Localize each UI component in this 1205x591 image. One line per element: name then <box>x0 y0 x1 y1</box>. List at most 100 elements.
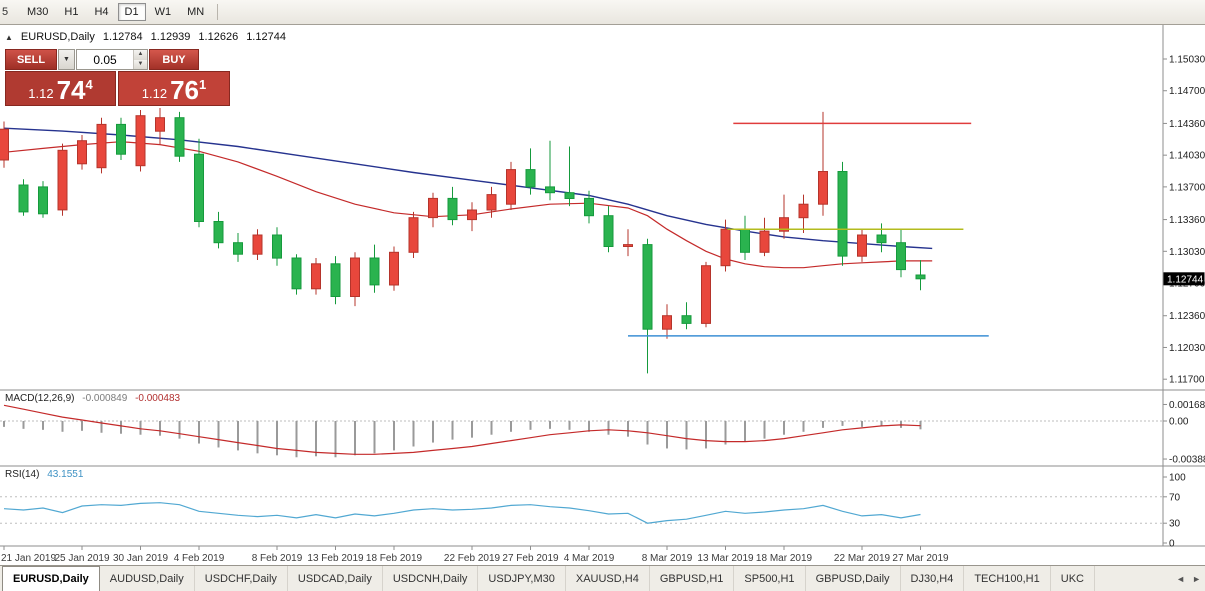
svg-text:13 Mar 2019: 13 Mar 2019 <box>697 553 754 564</box>
candle <box>545 186 555 194</box>
candle <box>408 217 419 253</box>
timeframe-button-M30[interactable]: M30 <box>20 3 55 21</box>
timeframe-button-clipped[interactable]: 5 <box>2 6 9 18</box>
svg-text:1.12744: 1.12744 <box>1167 274 1204 285</box>
candle <box>194 153 204 222</box>
timeframe-button-D1[interactable]: D1 <box>117 3 146 21</box>
tab-usdjpy-m30[interactable]: USDJPY,M30 <box>478 566 566 591</box>
tab-scroll-left-icon[interactable]: ◄ <box>1176 573 1186 584</box>
symbol-timeframe-label: EURUSD,Daily <box>20 31 95 43</box>
candle <box>525 169 536 188</box>
axis-background <box>1163 25 1205 546</box>
macd-axis[interactable]: 0.001686 0.00 -0.00388 <box>1163 400 1205 466</box>
tab-gbpusd-h1[interactable]: GBPUSD,H1 <box>650 566 735 591</box>
tab-usdcad-daily[interactable]: USDCAD,Daily <box>288 566 383 591</box>
svg-text:25 Jan 2019: 25 Jan 2019 <box>54 553 109 564</box>
buy-price-big-digits: 76 <box>170 75 199 105</box>
volume-input[interactable] <box>77 50 133 69</box>
candle <box>38 186 48 215</box>
svg-text:70: 70 <box>1169 492 1181 503</box>
candle <box>428 197 438 219</box>
chart-tabs: EURUSD,Daily AUDUSD,Daily USDCHF,Daily USDC… <box>0 566 1205 591</box>
candle <box>252 234 263 255</box>
candle <box>564 192 575 199</box>
volume-input-group: ▲ ▼ <box>76 49 148 70</box>
toolbar-divider <box>217 4 219 20</box>
timeframe-button-W1[interactable]: W1 <box>148 3 179 21</box>
macd-label-text: MACD(12,26,9) <box>5 393 75 404</box>
candle <box>857 234 867 257</box>
candle <box>447 197 458 221</box>
ohlc-open: 1.12784 <box>102 31 143 43</box>
tab-scroll-right-icon[interactable]: ► <box>1192 573 1201 584</box>
price-axis[interactable]: 1.15030 1.14700 1.14360 1.14030 1.13700 1.133… <box>1163 55 1205 386</box>
ma-slow-line <box>3 127 933 250</box>
candle <box>272 234 282 259</box>
candle <box>77 140 87 165</box>
rsi-value: 43.1551 <box>47 469 84 480</box>
candle <box>311 263 321 290</box>
volume-increase-button[interactable]: ▲ <box>134 50 147 60</box>
sell-price-display[interactable]: 1.12 74 4 <box>5 71 116 106</box>
rsi-line <box>3 502 921 524</box>
svg-text:100: 100 <box>1169 473 1186 484</box>
ohlc-readout: 1.12784 1.12939 1.12626 1.12744 <box>103 31 286 43</box>
svg-text:30 Jan 2019: 30 Jan 2019 <box>113 553 168 564</box>
order-options-dropdown[interactable]: ▼ <box>58 49 75 70</box>
tab-usdcnh-daily[interactable]: USDCNH,Daily <box>383 566 479 591</box>
chart-window: 1.15030 1.14700 1.14360 1.14030 1.13700 1.133… <box>0 25 1205 566</box>
ohlc-close: 1.12744 <box>246 31 286 43</box>
candle <box>740 228 750 253</box>
buy-button[interactable]: BUY <box>149 49 199 70</box>
tab-ukc[interactable]: UKC <box>1051 566 1095 591</box>
timeframe-button-MN[interactable]: MN <box>180 3 211 21</box>
candle <box>291 257 302 290</box>
candle <box>467 209 477 221</box>
timeframe-button-H1[interactable]: H1 <box>57 3 85 21</box>
svg-text:-0.00388: -0.00388 <box>1169 455 1205 466</box>
tab-usdchf-daily[interactable]: USDCHF,Daily <box>195 566 288 591</box>
candle <box>876 234 887 244</box>
timeframe-button-H4[interactable]: H4 <box>87 3 115 21</box>
tab-gbpusd-daily[interactable]: GBPUSD,Daily <box>806 566 901 591</box>
svg-text:13 Feb 2019: 13 Feb 2019 <box>307 553 364 564</box>
svg-text:1.13030: 1.13030 <box>1169 247 1205 258</box>
buy-price-display[interactable]: 1.12 76 1 <box>118 71 230 106</box>
macd-histogram <box>3 421 922 458</box>
ohlc-high: 1.12939 <box>150 31 191 43</box>
candle <box>369 257 380 286</box>
volume-decrease-button[interactable]: ▼ <box>134 59 147 69</box>
tab-eurusd-daily[interactable]: EURUSD,Daily <box>2 566 100 591</box>
svg-text:1.14700: 1.14700 <box>1169 86 1205 97</box>
tab-sp500-h1[interactable]: SP500,H1 <box>734 566 806 591</box>
candle <box>896 242 906 271</box>
tab-dj30-h4[interactable]: DJ30,H4 <box>901 566 965 591</box>
svg-text:1.11700: 1.11700 <box>1169 375 1205 386</box>
candle <box>818 171 828 205</box>
chart-header: ▲ EURUSD,Daily 1.12784 1.12939 1.12626 1… <box>5 31 286 43</box>
macd-signal-line <box>3 404 921 455</box>
candle <box>135 115 146 167</box>
svg-text:1.13360: 1.13360 <box>1169 215 1205 226</box>
collapse-icon[interactable]: ▲ <box>5 32 13 42</box>
tab-audusd-daily[interactable]: AUDUSD,Daily <box>100 566 195 591</box>
candle <box>642 244 653 330</box>
tab-xauusd-h4[interactable]: XAUUSD,H4 <box>566 566 650 591</box>
macd-signal-value: -0.000483 <box>135 393 181 404</box>
sell-button[interactable]: SELL <box>5 49 57 70</box>
candle <box>116 123 126 155</box>
svg-text:18 Mar 2019: 18 Mar 2019 <box>756 553 813 564</box>
tab-tech100-h1[interactable]: TECH100,H1 <box>964 566 1051 591</box>
candle <box>681 315 692 324</box>
svg-text:1.12030: 1.12030 <box>1169 343 1205 354</box>
ohlc-low: 1.12626 <box>198 31 239 43</box>
svg-text:1.12360: 1.12360 <box>1169 311 1205 322</box>
candle <box>759 230 770 253</box>
svg-text:18 Feb 2019: 18 Feb 2019 <box>366 553 423 564</box>
candle <box>779 217 789 232</box>
rsi-axis[interactable]: 100 70 30 0 <box>1163 473 1186 550</box>
candle <box>603 215 614 247</box>
sell-price-prefix: 1.12 <box>28 86 54 101</box>
candle <box>701 265 711 324</box>
